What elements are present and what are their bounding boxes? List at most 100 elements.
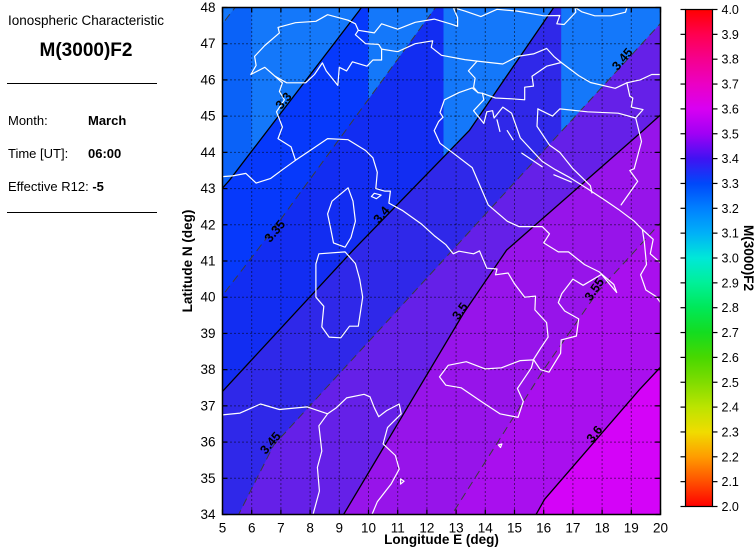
coastline — [467, 60, 479, 94]
colorbar-tick-label: 2.9 — [722, 276, 739, 290]
colorbar-tick-label: 3.7 — [722, 78, 739, 92]
coastline — [536, 108, 593, 194]
coastline — [560, 61, 628, 89]
y-tick-label: 38 — [200, 362, 215, 377]
coastline — [497, 443, 503, 449]
colorbar — [684, 8, 714, 508]
y-tick-label: 43 — [200, 181, 215, 196]
time-label: Time [UT]: — [8, 146, 69, 161]
colorbar-title: M(3000)F2 — [741, 225, 755, 291]
divider — [7, 83, 157, 84]
y-tick-label: 46 — [200, 72, 215, 87]
month-label: Month: — [8, 113, 48, 128]
contour-line-3.6 — [535, 366, 661, 515]
colorbar-tick-label: 2.8 — [722, 301, 739, 315]
x-tick-label: 5 — [219, 521, 227, 536]
colorbar-tick-label: 2.2 — [722, 450, 739, 464]
colorbar-tick-label: 3.8 — [722, 53, 739, 67]
x-tick-label: 8 — [306, 521, 314, 536]
y-tick-label: 48 — [200, 0, 215, 15]
y-tick-label: 37 — [200, 398, 215, 413]
coastline — [452, 7, 577, 26]
contour-line-3.5 — [342, 113, 661, 515]
coastline — [438, 359, 535, 418]
coastline — [553, 174, 573, 183]
colorbar-tick-label: 4.0 — [722, 3, 739, 17]
y-tick-label: 39 — [200, 326, 215, 341]
coastline — [626, 82, 644, 119]
coastline — [312, 413, 329, 515]
x-tick-label: 7 — [277, 521, 285, 536]
r12-row: Effective R12: -5 — [8, 179, 218, 194]
coastline — [496, 119, 501, 132]
coastline — [222, 393, 402, 515]
x-tick-label: 14 — [478, 521, 494, 536]
x-tick-label: 10 — [361, 521, 376, 536]
contour-line-3.4 — [222, 7, 555, 393]
coastline — [626, 73, 661, 84]
colorbar-tick-label: 2.6 — [722, 351, 739, 365]
y-tick-label: 40 — [200, 290, 215, 305]
x-tick-label: 16 — [536, 521, 551, 536]
y-tick-label: 34 — [200, 507, 216, 522]
y-tick-label: 47 — [200, 36, 215, 51]
y-tick-label: 36 — [200, 435, 215, 450]
coastline — [274, 75, 297, 161]
colorbar-tick-label: 3.1 — [722, 227, 739, 241]
contour-line-3.35 — [222, 7, 437, 297]
coastline — [574, 7, 628, 17]
coastline — [476, 47, 562, 65]
colorbar-tick-label: 2.1 — [722, 475, 739, 489]
divider — [7, 212, 157, 213]
y-tick-label: 41 — [200, 254, 215, 269]
r12-value: -5 — [92, 179, 104, 194]
x-tick-label: 13 — [449, 521, 464, 536]
contour-line-3.3 — [222, 7, 363, 190]
y-tick-label: 35 — [200, 471, 215, 486]
colorbar-tick-label: 3.6 — [722, 102, 739, 116]
colorbar-tick-label: 2.7 — [722, 326, 739, 340]
info-panel: Ionospheric Characteristic M(3000)F2 Mon… — [0, 0, 220, 551]
colorbar-tick-label: 3.4 — [722, 152, 739, 166]
month-row: Month: March — [8, 113, 218, 128]
month-value: March — [88, 113, 127, 128]
x-tick-label: 9 — [336, 521, 344, 536]
coastline — [381, 40, 478, 62]
x-tick-label: 15 — [507, 521, 522, 536]
colorbar-tick-label: 3.0 — [722, 252, 739, 266]
coastline — [537, 108, 637, 119]
x-tick-label: 11 — [391, 521, 405, 536]
contour-line-3.45 — [238, 22, 661, 515]
coastline — [506, 130, 514, 141]
coastline — [521, 152, 543, 168]
x-tick-label: 12 — [419, 521, 434, 536]
y-tick-label: 42 — [200, 217, 215, 232]
coastline — [315, 251, 364, 339]
y-tick-label: 45 — [200, 109, 215, 124]
coastline — [620, 117, 643, 206]
colorbar-tick-label: 3.5 — [722, 127, 739, 141]
map-plot-area: 3.33.353.43.453.453.53.553.6 — [222, 7, 661, 515]
colorbar-tick-label: 2.5 — [722, 376, 739, 390]
coastline — [641, 228, 661, 264]
characteristic-title: M(3000)F2 — [39, 40, 133, 61]
contour-line-3.55 — [451, 222, 661, 515]
colorbar-tick-label: 2.0 — [722, 500, 739, 514]
colorbar-tick-label: 3.3 — [722, 177, 739, 191]
x-tick-label: 17 — [565, 521, 580, 536]
coastline — [400, 478, 405, 485]
y-axis-title: Latitude N (deg) — [180, 210, 195, 313]
x-tick-label: 6 — [248, 521, 256, 536]
x-axis-title: Longitude E (deg) — [384, 532, 499, 547]
colorbar-tick-label: 3.2 — [722, 202, 739, 216]
x-tick-label: 20 — [653, 521, 668, 536]
coastline — [327, 187, 356, 248]
x-tick-label: 18 — [595, 521, 610, 536]
contour-band-3.6 — [536, 367, 661, 515]
panel-title: Ionospheric Characteristic — [7, 13, 165, 28]
coastline — [473, 92, 661, 304]
time-value: 06:00 — [88, 146, 122, 161]
colorbar-tick-label: 2.4 — [722, 401, 739, 415]
